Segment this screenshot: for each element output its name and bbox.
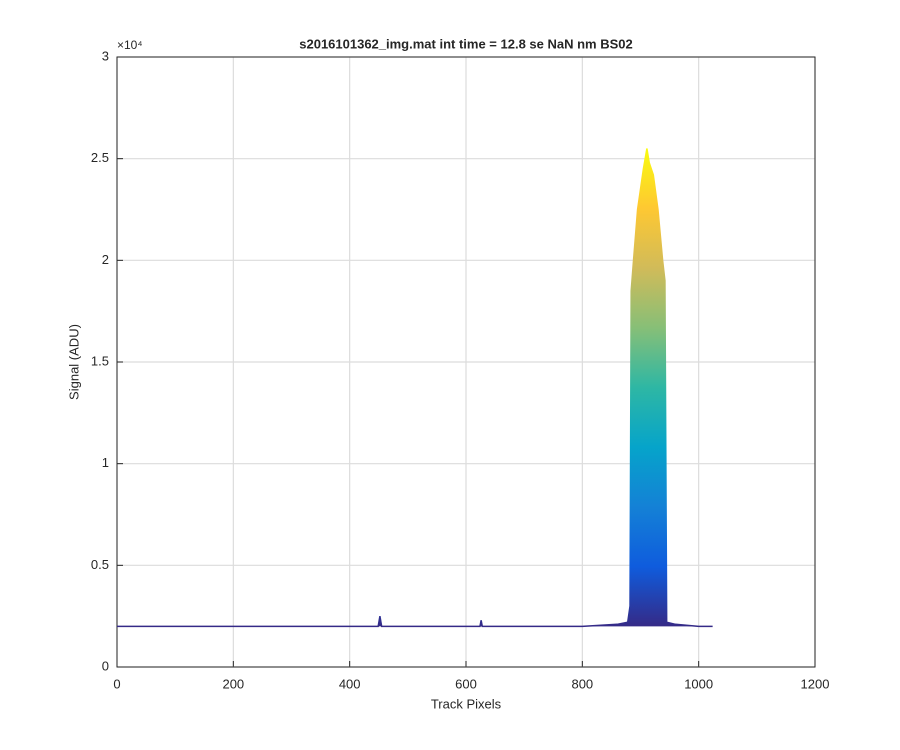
- y-tick-label: 0.5: [91, 557, 109, 572]
- chart-title: s2016101362_img.mat int time = 12.8 se N…: [299, 36, 633, 51]
- y-tick-label: 1: [102, 455, 109, 470]
- y-tick-label: 2: [102, 252, 109, 267]
- signal-line: [117, 148, 713, 628]
- y-tick-label: 1.5: [91, 353, 109, 368]
- x-tick-label: 1000: [684, 676, 713, 691]
- x-tick-label: 200: [222, 676, 244, 691]
- y-tick-label: 0: [102, 658, 109, 673]
- y-tick-label: 3: [102, 48, 109, 63]
- signal-area: [117, 148, 713, 627]
- plot-frame: [116, 56, 816, 668]
- x-axis-label: Track Pixels: [431, 696, 502, 711]
- x-tick-label: 0: [113, 676, 120, 691]
- y-tick-label: 2.5: [91, 150, 109, 165]
- y-multiplier: ×10⁴: [117, 38, 143, 52]
- y-axis-label: Signal (ADU): [66, 324, 81, 400]
- x-tick-label: 600: [455, 676, 477, 691]
- x-tick-label: 400: [339, 676, 361, 691]
- x-tick-label: 800: [571, 676, 593, 691]
- x-tick-label: 1200: [801, 676, 830, 691]
